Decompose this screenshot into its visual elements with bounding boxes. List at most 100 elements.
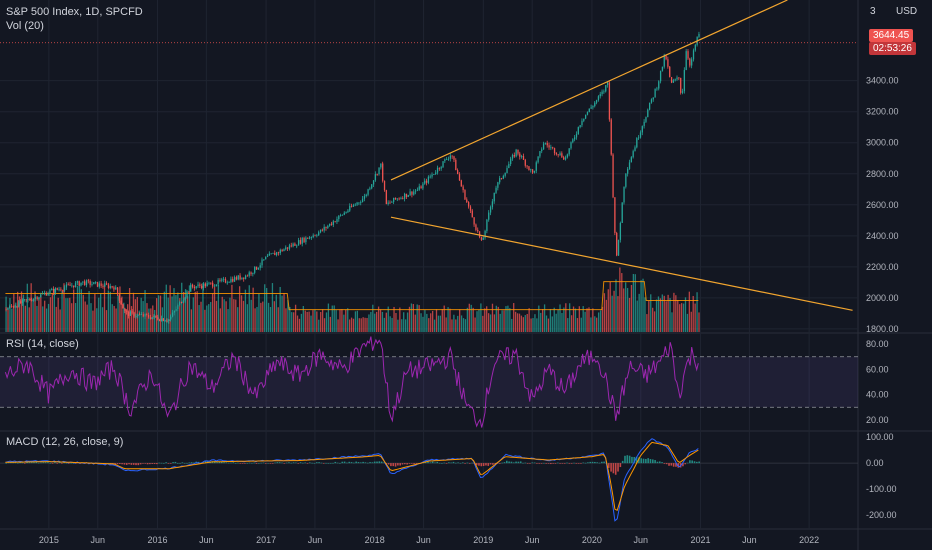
macd-histogram-bar [346,462,348,464]
macd-histogram-bar [30,462,33,464]
volume-bar [103,284,106,332]
time-tick-label: Jun [525,535,540,545]
candle-body [627,168,629,174]
volume-bar [204,309,206,332]
volume-bar [493,314,496,332]
macd-histogram-bar [448,462,450,464]
time-tick-label: 2021 [691,535,711,545]
candle-body [78,281,80,286]
candle-body [581,120,583,126]
candle-body [14,306,16,308]
macd-histogram-bar [431,461,434,464]
volume-bar [306,311,308,332]
candle-body [221,279,223,281]
volume-bar [49,297,52,332]
candle-body [634,147,636,152]
volume-bar [318,319,320,332]
volume-bar [356,310,359,332]
volume-bar [320,311,322,332]
macd-histogram-bar [216,462,218,464]
macd-histogram-bar [278,462,281,464]
candle-body [52,288,55,293]
macd-histogram-bar [290,462,293,464]
volume-bar [179,298,181,332]
candle-body [288,245,291,249]
candle-body [641,126,643,133]
price-tick-label: 2000.00 [866,293,899,303]
candle-body [416,189,419,191]
candle-body [89,281,91,285]
time-tick-label: 2019 [473,535,493,545]
macd-histogram-bar [661,462,663,464]
volume-bar [474,317,476,332]
volume-bar [111,304,113,332]
volume-bar [570,315,573,332]
candle-body [400,197,402,199]
candle-body [195,286,197,289]
macd-histogram-bar [332,462,334,464]
macd-histogram-bar [306,463,309,464]
candle-body [367,189,369,195]
candle-body [296,245,298,247]
volume-bar [161,307,164,332]
price-tick-label: 3200.00 [866,107,899,117]
macd-histogram-bar [689,460,691,464]
volume-bar [98,297,100,332]
candle-body [422,183,424,189]
volume-bar [157,295,160,332]
volume-bar [260,302,262,332]
macd-histogram-bar [559,463,561,464]
volume-bar [238,286,241,332]
macd-histogram-bar [668,463,670,466]
volume-bar [596,317,598,332]
macd-histogram-bar [380,461,383,464]
macd-histogram-bar [114,463,116,465]
macd-histogram-bar [251,462,253,464]
volume-bar [403,312,405,332]
candle-body [312,235,314,238]
macd-histogram-bar [123,463,126,465]
volume-bar [273,301,276,332]
candle-body [263,259,265,261]
candle-body [40,294,42,298]
volume-bar [675,295,677,332]
candle-body [80,282,82,286]
volume-bar [682,303,685,332]
candle-body [319,229,322,233]
volume-bar [343,314,345,332]
macd-histogram-bar [142,463,144,464]
candle-body [5,308,7,310]
candle-body [466,199,468,203]
candle-body [583,118,585,121]
candle-body [338,215,340,220]
volume-bar [623,288,625,332]
macd-histogram-bar [276,462,279,464]
volume-bar [109,291,111,332]
volume-bar [18,296,21,332]
candle-body [435,172,437,174]
volume-bar [40,295,42,332]
macd-histogram-bar [160,462,163,464]
candle-body [393,197,395,202]
macd-histogram-bar [594,461,596,464]
macd-histogram-bar [350,462,353,464]
candle-body [586,112,589,115]
candle-body [168,319,170,322]
candle-body [230,278,232,283]
volume-bar [200,301,202,332]
candle-body [698,34,700,37]
macd-histogram-bar [438,462,441,464]
candle-body [201,285,203,289]
macd-histogram-bar [118,463,121,465]
macd-histogram-bar [633,456,636,464]
currency-label[interactable]: USD [896,6,918,17]
volume-bar [588,307,590,332]
candle-body [636,138,638,148]
volume-bar [661,294,663,332]
macd-histogram-bar [640,458,643,464]
volume-bar [449,308,451,332]
candle-body [438,167,441,169]
macd-histogram-bar [519,461,522,464]
volume-bar [657,296,660,332]
candle-body [579,125,581,128]
